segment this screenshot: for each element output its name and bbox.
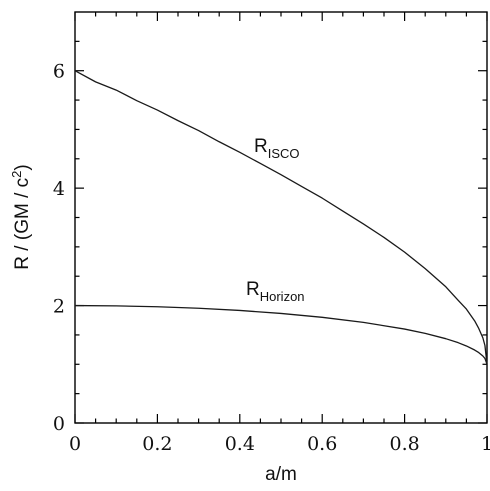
x-tick-label: 1 bbox=[481, 433, 490, 455]
isco-label-sub: ISCO bbox=[268, 146, 300, 161]
y-axis-label-sup: 2 bbox=[9, 171, 24, 178]
x-tick-label: 0 bbox=[69, 433, 81, 455]
y-axis-label: R / (GM / c2) bbox=[9, 164, 33, 269]
x-tick-label: 0.2 bbox=[142, 433, 172, 455]
tick-labels: 0 0.2 0.4 0.6 0.8 1 0 2 4 6 bbox=[53, 61, 490, 455]
plot-frame bbox=[74, 11, 488, 424]
x-axis-label: a/m bbox=[265, 464, 297, 485]
y-tick-label: 0 bbox=[53, 413, 65, 435]
y-tick-label: 6 bbox=[53, 61, 65, 83]
y-tick-label: 4 bbox=[53, 178, 65, 200]
x-tick-label: 0.4 bbox=[225, 433, 255, 455]
horizon-curve-label: RHorizon bbox=[246, 279, 305, 304]
isco-label-main: R bbox=[254, 136, 268, 157]
y-axis-label-main: R / (GM / c bbox=[12, 178, 33, 270]
axis-ticks bbox=[74, 12, 488, 424]
horizon-label-sub: Horizon bbox=[260, 289, 305, 304]
horizon-label-main: R bbox=[246, 279, 260, 300]
x-tick-label: 0.8 bbox=[389, 433, 419, 455]
isco-curve-label: RISCO bbox=[254, 136, 300, 161]
x-tick-label: 0.6 bbox=[307, 433, 337, 455]
series-line-horizon bbox=[74, 304, 488, 365]
y-tick-label: 2 bbox=[53, 296, 65, 318]
series-lines bbox=[74, 70, 488, 365]
series-line-isco bbox=[74, 70, 488, 365]
y-axis-label-close: ) bbox=[12, 164, 33, 170]
